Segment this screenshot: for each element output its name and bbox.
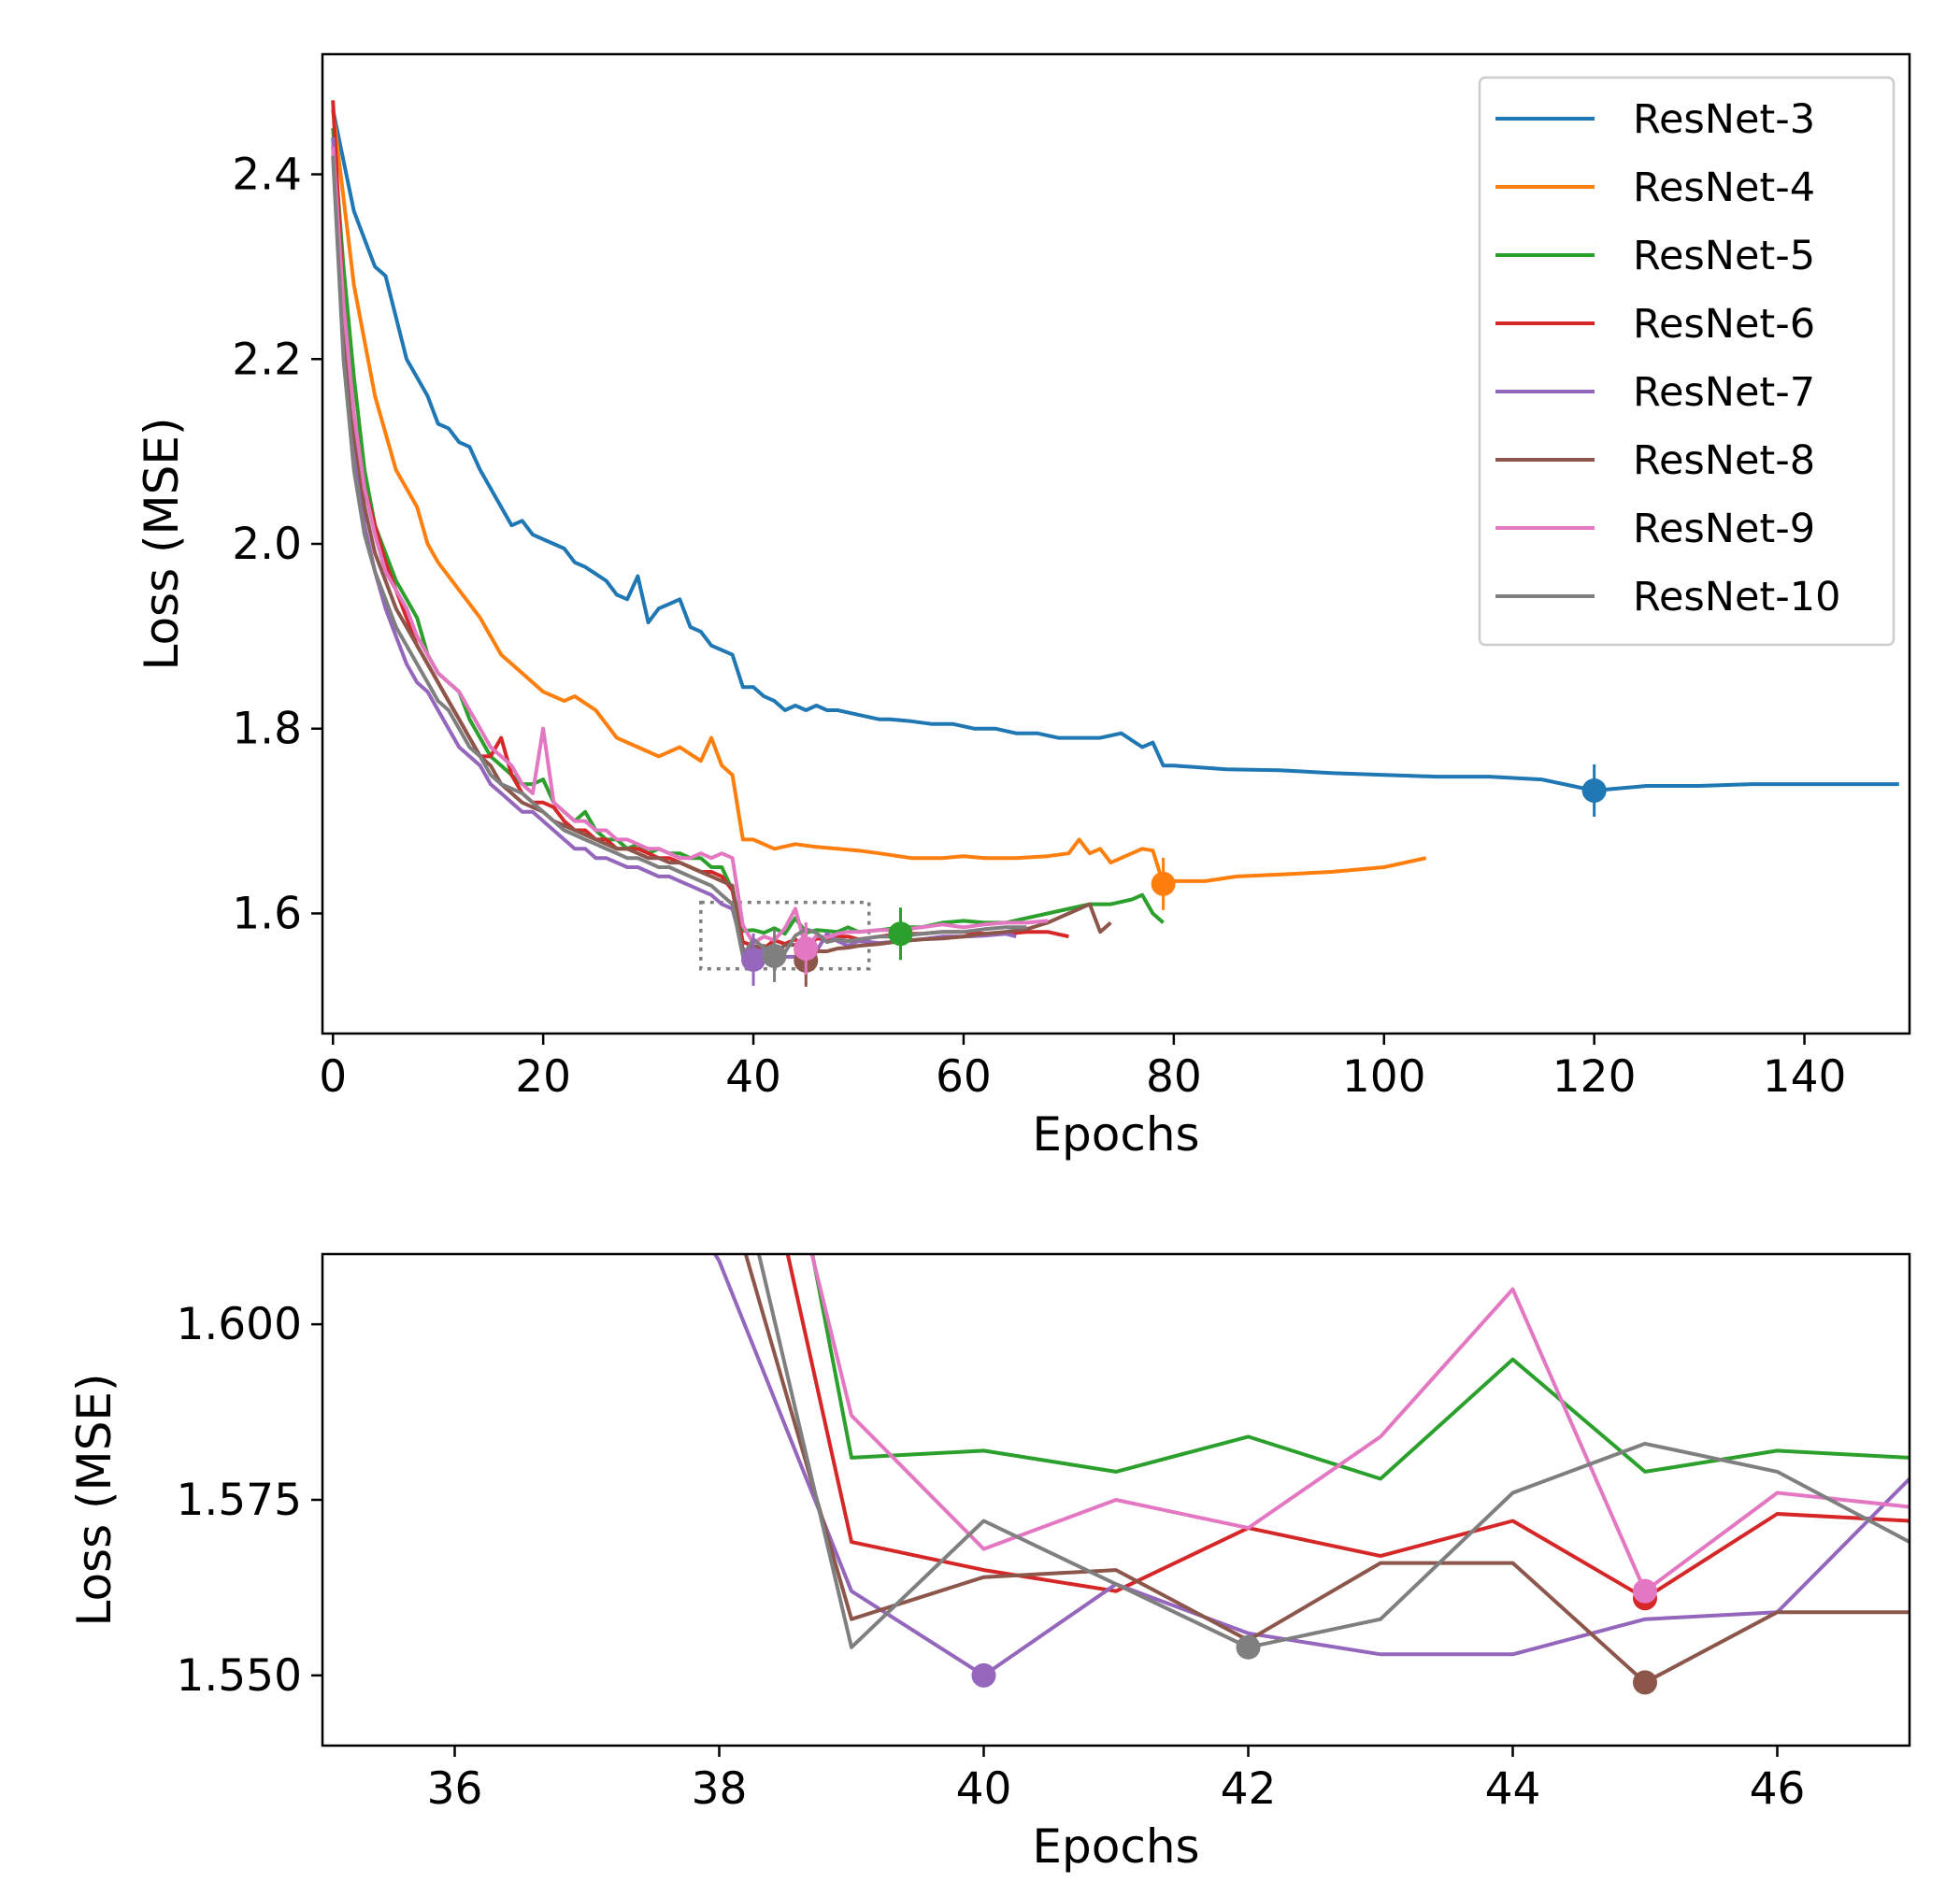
zoom-y-tick-label-1-550: 1.550 bbox=[176, 1650, 302, 1702]
main-x-tick-label-120: 120 bbox=[1552, 1051, 1637, 1103]
legend-label-resnet-6: ResNet-6 bbox=[1633, 301, 1815, 348]
zoom-series-resnet-6 bbox=[785, 1254, 1910, 1601]
zoom-x-tick-label-46: 46 bbox=[1750, 1763, 1806, 1815]
zoom-series-resnet-9 bbox=[809, 1254, 1910, 1593]
main-y-axis-label: Loss (MSE) bbox=[135, 417, 189, 670]
main-best-marker-resnet-10 bbox=[762, 943, 787, 968]
main-x-tick-label-60: 60 bbox=[936, 1051, 992, 1103]
zoom-y-tick-label-1-600: 1.600 bbox=[176, 1299, 302, 1350]
main-y-tick-label-2-2: 2.2 bbox=[232, 334, 302, 385]
legend-label-resnet-5: ResNet-5 bbox=[1633, 233, 1815, 279]
main-series-resnet-4 bbox=[331, 109, 1427, 886]
zoom-x-tick-label-44: 44 bbox=[1485, 1763, 1541, 1815]
zoom-best-marker-resnet-10 bbox=[1236, 1634, 1261, 1660]
zoom-best-marker-resnet-7 bbox=[971, 1662, 996, 1688]
main-x-tick-label-40: 40 bbox=[725, 1051, 781, 1103]
zoom-x-tick-label-36: 36 bbox=[427, 1763, 483, 1815]
main-y-tick-label-1-6: 1.6 bbox=[232, 888, 302, 939]
main-x-tick-label-100: 100 bbox=[1342, 1051, 1426, 1103]
legend-label-resnet-8: ResNet-8 bbox=[1633, 437, 1815, 484]
zoom-panel: 36 38 40 42 44 46 1.550 1.575 1.600 Epochs Loss (M… bbox=[67, 1252, 1911, 1874]
main-series-resnet-10 bbox=[331, 155, 1027, 958]
main-series-resnet-8 bbox=[331, 146, 1112, 963]
zoom-best-marker-resnet-9 bbox=[1633, 1578, 1657, 1604]
main-series-resnet-5 bbox=[331, 127, 1165, 936]
legend: ResNet-3 ResNet-4 ResNet-5 ResNet-6 ResNet-7… bbox=[1478, 76, 1896, 647]
main-best-marker-resnet-5 bbox=[888, 921, 913, 947]
main-series-resnet-9 bbox=[331, 146, 1049, 950]
main-best-marker-resnet-7 bbox=[741, 947, 766, 972]
zoom-series-resnet-5 bbox=[810, 1254, 1910, 1481]
main-x-tick-label-140: 140 bbox=[1763, 1051, 1847, 1103]
main-best-marker-resnet-4 bbox=[1151, 871, 1176, 896]
legend-label-resnet-10: ResNet-10 bbox=[1633, 574, 1841, 620]
main-series-resnet-6 bbox=[331, 100, 1069, 951]
zoom-y-tick-label-1-575: 1.575 bbox=[176, 1475, 302, 1526]
main-y-tick-label-1-8: 1.8 bbox=[232, 704, 302, 755]
main-best-marker-resnet-9 bbox=[794, 936, 819, 962]
main-x-axis-label: Epochs bbox=[1032, 1107, 1199, 1162]
main-x-tick-label-80: 80 bbox=[1146, 1051, 1202, 1103]
main-y-tick-label-2-0: 2.0 bbox=[232, 519, 302, 570]
legend-label-resnet-4: ResNet-4 bbox=[1633, 164, 1815, 211]
main-panel: 0 20 40 60 80 100 120 140 1.6 1.8 2.0 2.2 2.4 Epochs L… bbox=[135, 52, 1911, 1162]
zoom-x-axis-label: Epochs bbox=[1032, 1819, 1199, 1874]
legend-label-resnet-9: ResNet-9 bbox=[1633, 506, 1815, 552]
main-plot-area bbox=[331, 100, 1899, 987]
zoom-series-resnet-8 bbox=[743, 1254, 1910, 1685]
zoom-best-marker-resnet-8 bbox=[1633, 1670, 1657, 1695]
main-y-tick-label-2-4: 2.4 bbox=[232, 150, 302, 201]
zoom-series-resnet-7 bbox=[712, 1254, 1910, 1677]
zoom-y-axis-label: Loss (MSE) bbox=[67, 1373, 122, 1626]
legend-box bbox=[1478, 76, 1896, 647]
zoom-x-tick-label-38: 38 bbox=[692, 1763, 748, 1815]
zoom-x-tick-label-40: 40 bbox=[956, 1763, 1012, 1815]
main-x-tick-label-0: 0 bbox=[319, 1051, 347, 1103]
zoom-plot-area bbox=[573, 1254, 1910, 1695]
legend-label-resnet-3: ResNet-3 bbox=[1633, 96, 1815, 143]
zoom-x-tick-label-42: 42 bbox=[1221, 1763, 1277, 1815]
zoom-region-box bbox=[699, 900, 871, 971]
main-best-marker-resnet-3 bbox=[1581, 777, 1607, 803]
main-series-resnet-7 bbox=[331, 136, 1017, 962]
legend-label-resnet-7: ResNet-7 bbox=[1633, 369, 1815, 416]
main-x-tick-label-20: 20 bbox=[515, 1051, 571, 1103]
zoom-series-resnet-10 bbox=[573, 1254, 1910, 1649]
main-series-resnet-3 bbox=[331, 108, 1899, 792]
